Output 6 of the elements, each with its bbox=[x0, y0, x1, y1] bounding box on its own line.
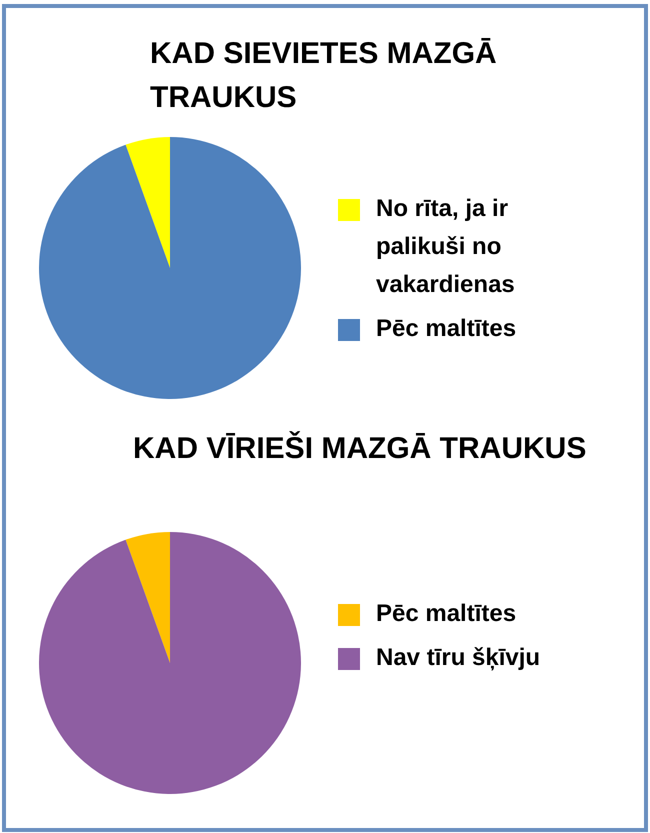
legend-label: No rīta, ja ir palikuši no vakardienas bbox=[376, 194, 516, 300]
legend-label: Pēc maltītes bbox=[376, 599, 516, 629]
chart-title: KAD VĪRIEŠI MAZGĀ TRAUKUS bbox=[133, 430, 588, 467]
legend-label: Pēc maltītes bbox=[376, 314, 516, 344]
legend-label: Nav tīru šķīvju bbox=[376, 643, 540, 673]
chart-title: KAD SIEVIETES MAZGĀ TRAUKUS bbox=[150, 36, 498, 116]
